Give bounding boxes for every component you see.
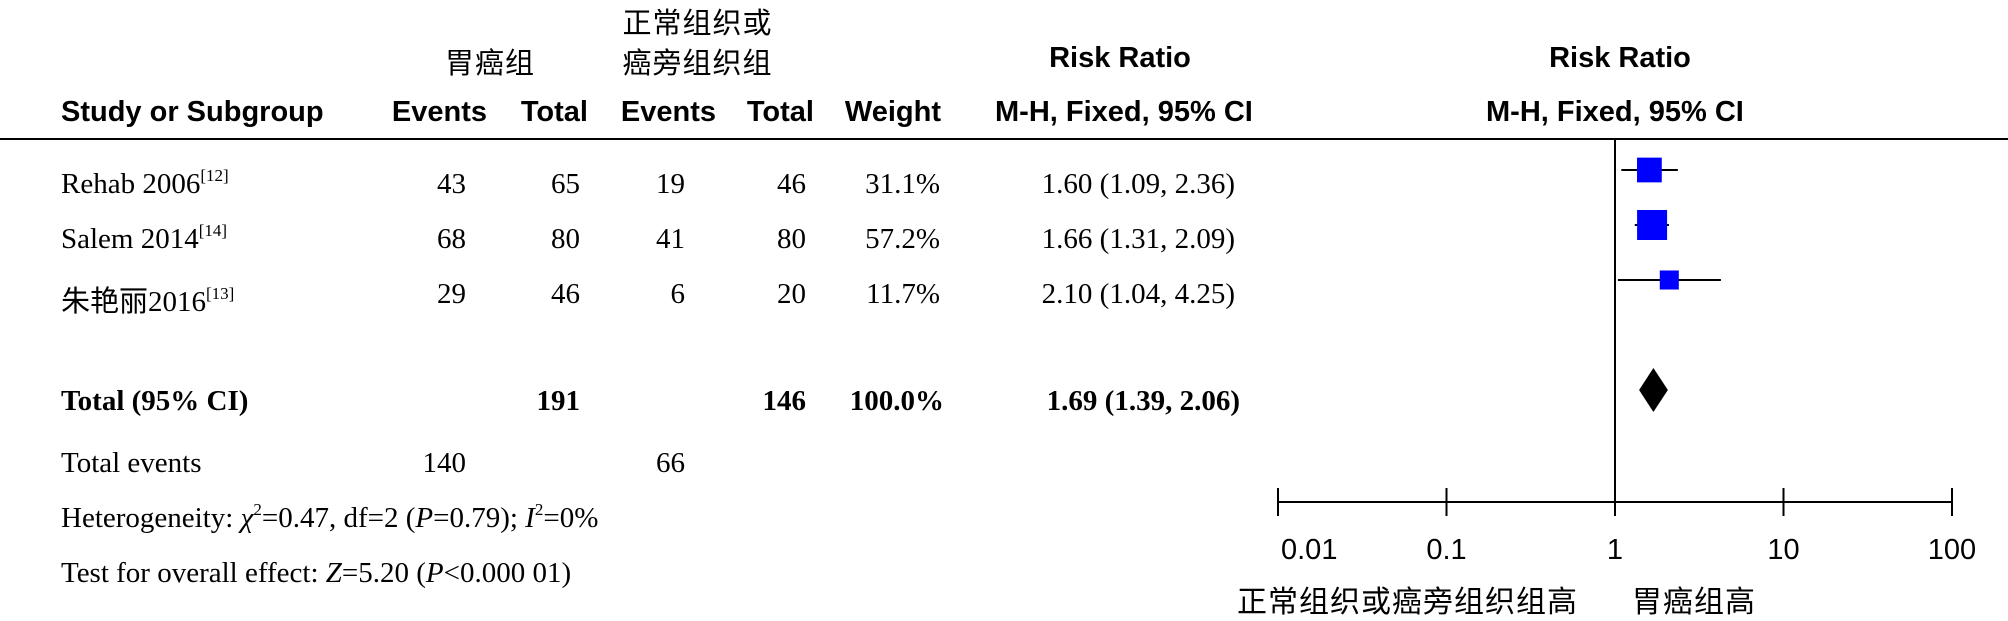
col-weight: Weight — [844, 96, 941, 128]
ci-cell: 1.60 (1.09, 2.36) — [1041, 168, 1235, 200]
total-events2-cell: 66 — [656, 447, 685, 479]
weight-cell: 11.7% — [866, 278, 940, 310]
heterogeneity-text: Heterogeneity: χ2=0.47, df=2 (P=0.79); I… — [61, 500, 599, 534]
x-tick-label: 100 — [1928, 534, 1976, 566]
overall-effect-text: Test for overall effect: Z=5.20 (P<0.000… — [61, 557, 572, 589]
events1-cell: 43 — [437, 168, 466, 200]
weight-cell: 57.2% — [865, 223, 940, 255]
x-tick-label: 1 — [1607, 534, 1623, 566]
total-events1-cell: 140 — [422, 447, 467, 479]
effect-title: Risk Ratio — [1049, 42, 1191, 74]
axis-right-label: 胃癌组高 — [1632, 586, 1756, 619]
total1-cell: 46 — [551, 278, 580, 310]
total1-cell: 191 — [536, 385, 581, 417]
study-name: 朱艳丽2016[13] — [61, 284, 235, 318]
study-name: Salem 2014[14] — [61, 221, 228, 255]
total-ci-cell: 1.69 (1.39, 2.06) — [1046, 385, 1240, 417]
total1-cell: 65 — [551, 168, 580, 200]
events1-cell: 29 — [437, 278, 466, 310]
events2-cell: 6 — [670, 278, 686, 310]
col-events2: Events — [620, 96, 716, 128]
total2-cell: 46 — [777, 168, 806, 200]
col-effect: M-H, Fixed, 95% CI — [995, 96, 1253, 128]
weight-cell: 31.1% — [865, 168, 940, 200]
col-total2: Total — [746, 96, 814, 128]
total-label: Total (95% CI) — [61, 385, 249, 417]
col-events1: Events — [391, 96, 487, 128]
total2-cell: 80 — [777, 223, 806, 255]
x-tick-label: 0.1 — [1426, 534, 1466, 566]
total-events-label: Total events — [61, 447, 202, 479]
ci-cell: 2.10 (1.04, 4.25) — [1041, 278, 1235, 310]
events2-cell: 41 — [656, 223, 685, 255]
events1-cell: 68 — [437, 223, 466, 255]
group2-header-line1: 正常组织或 — [622, 8, 773, 40]
col-study: Study or Subgroup — [61, 96, 324, 128]
pooled-diamond — [1639, 368, 1668, 412]
events2-cell: 19 — [656, 168, 685, 200]
header-rule — [0, 138, 2008, 140]
x-tick-label: 0.01 — [1281, 534, 1337, 566]
col-plot: M-H, Fixed, 95% CI — [1486, 96, 1744, 128]
col-total1: Total — [520, 96, 588, 128]
study-marker — [1637, 210, 1668, 240]
x-tick-label: 10 — [1767, 534, 1799, 566]
total1-cell: 80 — [551, 223, 580, 255]
study-marker — [1637, 157, 1662, 183]
axis-left-label: 正常组织或癌旁组织组高 — [1237, 586, 1578, 619]
total2-cell: 146 — [762, 385, 807, 417]
group2-header-line2: 癌旁组织组 — [622, 48, 773, 80]
plot-title: Risk Ratio — [1549, 42, 1691, 74]
group1-header: 胃癌组 — [444, 48, 535, 80]
total2-cell: 20 — [777, 278, 806, 310]
study-name: Rehab 2006[12] — [61, 166, 229, 200]
ci-cell: 1.66 (1.31, 2.09) — [1041, 223, 1235, 255]
study-marker — [1659, 270, 1679, 290]
total-weight-cell: 100.0% — [849, 385, 944, 417]
